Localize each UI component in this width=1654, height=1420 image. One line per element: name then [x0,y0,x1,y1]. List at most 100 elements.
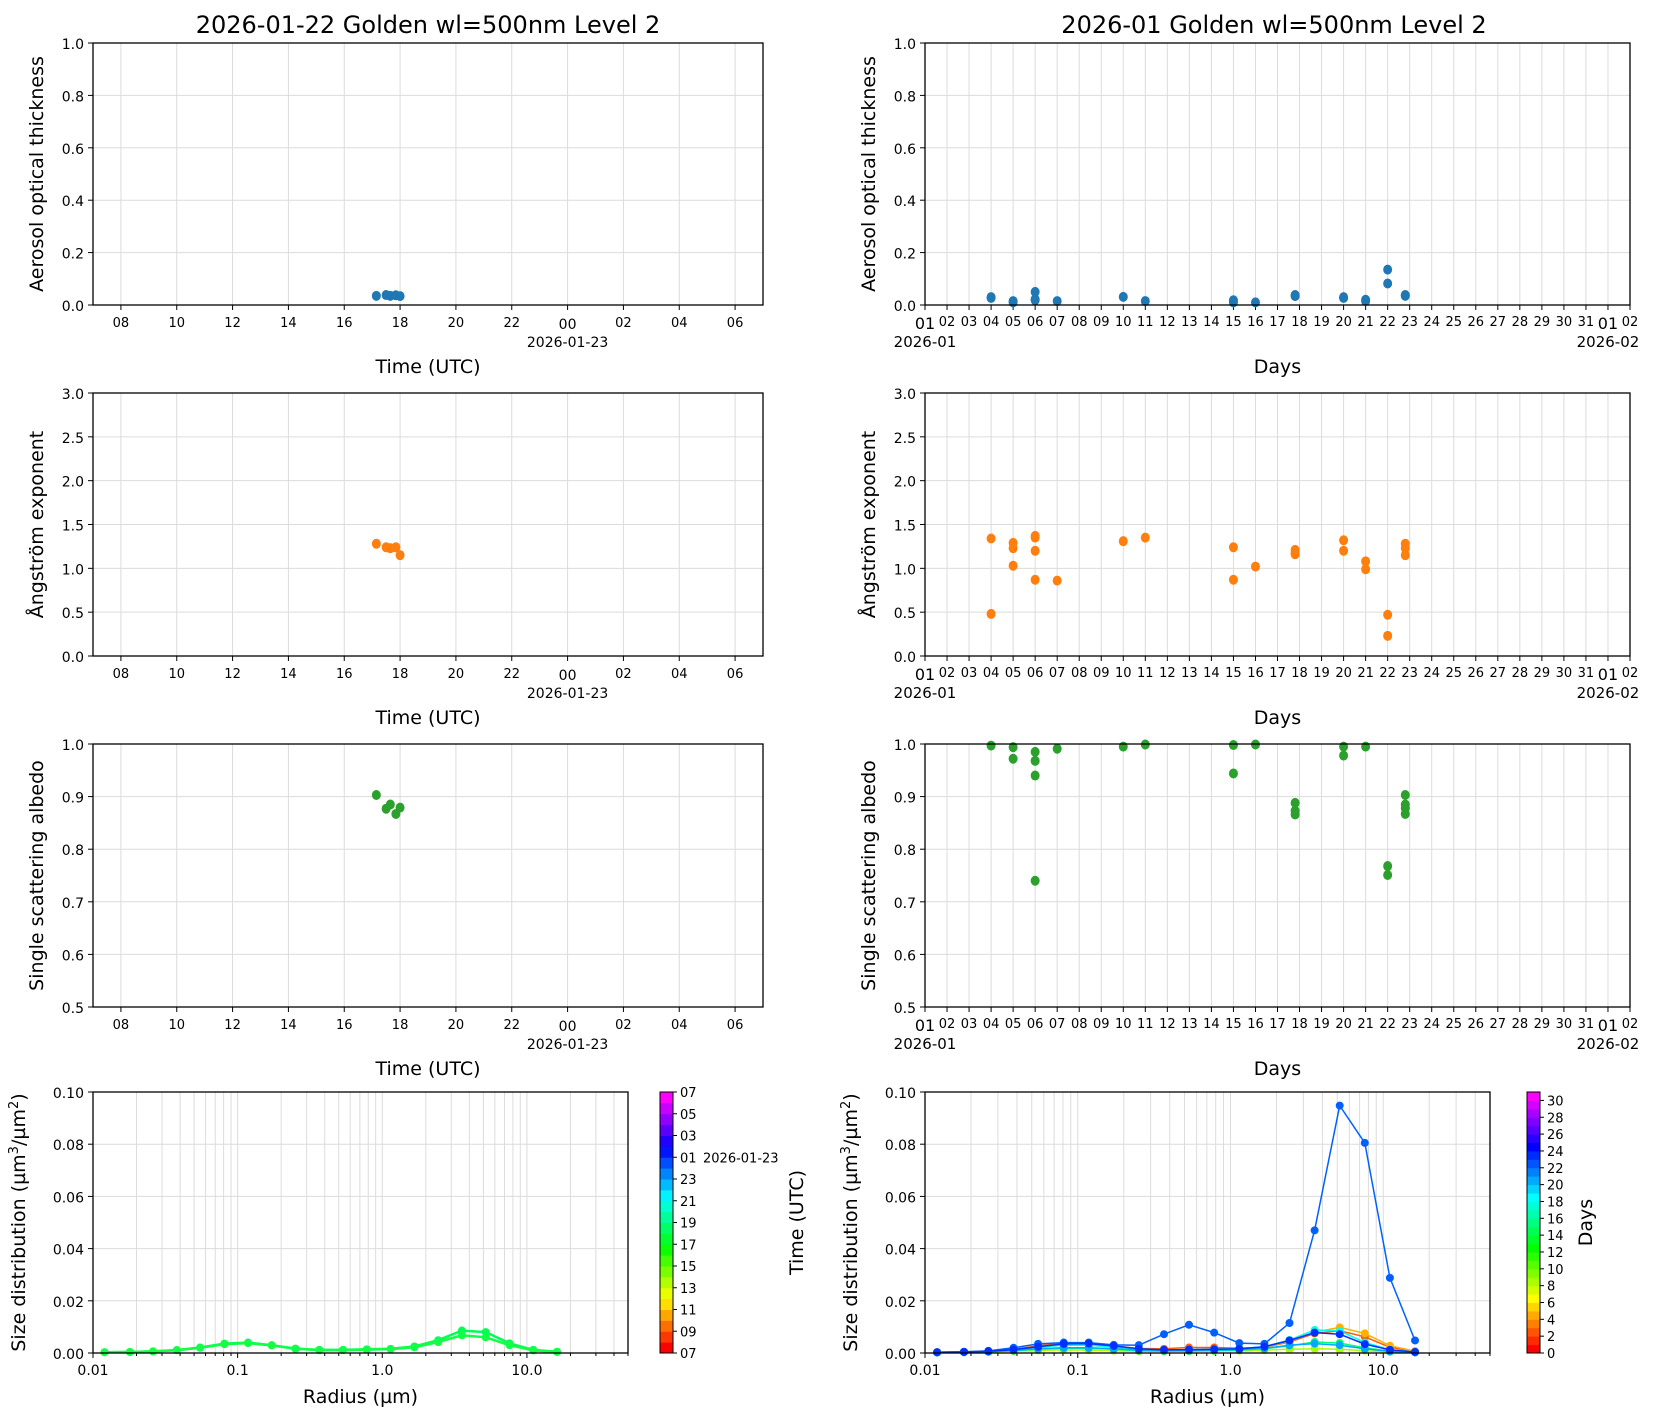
colorbar-tick-label: 07 [680,1086,697,1101]
x-tick-label: 0.01 [77,1363,108,1379]
y-tick-label: 1.0 [62,562,84,578]
colorbar-label: Days [1575,1199,1597,1246]
x-tick-label: 13 [1181,666,1198,681]
x-tick-label: 0.1 [1067,1363,1089,1379]
x-tick-label: 14 [280,1018,297,1033]
colorbar-segment [1527,1285,1540,1295]
colorbar-tick-label: 15 [680,1260,697,1275]
x-tick-label: 31 [1578,1017,1595,1032]
x-tick-label: 20 [1335,1017,1352,1032]
y-tick-label: 0.8 [894,89,916,105]
colorbar-segment [660,1298,673,1310]
data-point [986,533,996,544]
colorbar-segment [1527,1176,1540,1186]
x-tick-label: 17 [1269,1017,1286,1032]
x-tick-label: 04 [671,667,688,682]
x-tick-label: 27 [1490,666,1507,681]
x-axis-label: Radius (µm) [1150,1386,1265,1408]
x-tick-label: 12 [1159,666,1176,681]
x-tick-label: 14 [1203,1017,1220,1032]
y-tick-label: 0.10 [885,1086,916,1102]
x-tick-label: 01 [915,314,935,333]
x-tick-label: 10 [1115,666,1132,681]
data-point [1339,545,1349,556]
x-tick-label: 24 [1423,666,1440,681]
x-tick-label: 05 [1005,1017,1022,1032]
colorbar-tick-label: 8 [1547,1280,1555,1295]
x-tick-label: 22 [503,1018,520,1033]
x-tick-label: 30 [1556,1017,1573,1032]
data-point [1361,741,1371,752]
x-axis-label: Days [1254,707,1301,729]
colorbar-segment [1527,1184,1540,1194]
x-tick-label: 10 [1115,1017,1132,1032]
x-date-label: 2026-01 [894,684,957,702]
x-tick-label: 12 [224,316,241,331]
x-tick-label: 08 [1071,1017,1088,1032]
x-date-label: 2026-01 [894,333,957,351]
colorbar-segment [660,1200,673,1213]
colorbar-segment [660,1233,673,1245]
x-tick-label: 19 [1313,1017,1330,1032]
x-tick-label: 02 [939,666,956,681]
data-point [1030,295,1040,306]
data-point [1290,291,1300,302]
data-point [1030,755,1040,766]
data-point [1030,770,1040,781]
x-date-label: 2026-01-23 [527,686,608,702]
x-axis-label: Time (UTC) [374,1058,480,1080]
colorbar-segment [1527,1167,1540,1177]
colorbar-tick-label: 01 [680,1151,697,1166]
x-tick-label: 14 [1203,666,1220,681]
colorbar-tick-label: 26 [1547,1128,1564,1143]
colorbar-segment [1527,1336,1540,1346]
x-tick-label: 04 [983,1017,1000,1032]
colorbar-segment [660,1266,673,1278]
x-tick-label: 10 [1115,315,1132,330]
x-tick-label: 18 [1291,315,1308,330]
x-tick-label: 30 [1556,666,1573,681]
x-tick-label: 03 [961,315,978,330]
y-axis-label: Aerosol optical thickness [26,56,48,292]
x-tick-label: 01 [1598,1016,1618,1035]
colorbar [1526,1091,1541,1354]
data-point [1339,750,1349,761]
data-point [1290,549,1300,560]
x-tick-label: 11 [1137,1017,1154,1032]
data-point [1228,740,1238,751]
y-tick-label: 0.00 [885,1347,916,1363]
x-tick-label: 28 [1512,666,1529,681]
x-tick-label: 26 [1468,1017,1485,1032]
colorbar-segment [1527,1310,1540,1320]
colorbar-segment [660,1255,673,1267]
colorbar-tick-label: 14 [1547,1229,1564,1244]
x-tick-label: 22 [503,667,520,682]
data-point [1008,297,1018,308]
right-panel-title: 2026-01 Golden wl=500nm Level 2 [1061,11,1486,39]
data-point [1118,536,1128,547]
colorbar-segment [1527,1260,1540,1270]
x-tick-label: 22 [503,316,520,331]
data-point [1250,561,1260,572]
y-tick-label: 0.00 [53,1347,84,1363]
data-point [385,799,395,810]
colorbar-segment [660,1168,673,1180]
plot-frame [92,743,764,1008]
colorbar-segment [660,1135,673,1147]
x-tick-label: 02 [939,315,956,330]
colorbar-segment [660,1287,673,1300]
x-tick-label: 23 [1401,315,1418,330]
data-point [1030,532,1040,543]
colorbar-segment [1527,1268,1540,1278]
x-tick-label: 14 [1203,315,1220,330]
plot-frame [92,42,764,306]
x-tick-label: 05 [1005,666,1022,681]
colorbar-segment [1527,1251,1540,1261]
data-point [1250,297,1260,308]
x-tick-label: 16 [1247,666,1264,681]
data-point [1030,746,1040,757]
y-tick-label: 0.04 [53,1243,84,1259]
x-tick-label: 02 [1622,666,1639,681]
colorbar-tick-label: 11 [680,1304,697,1319]
colorbar-tick-label: 22 [1547,1162,1564,1177]
